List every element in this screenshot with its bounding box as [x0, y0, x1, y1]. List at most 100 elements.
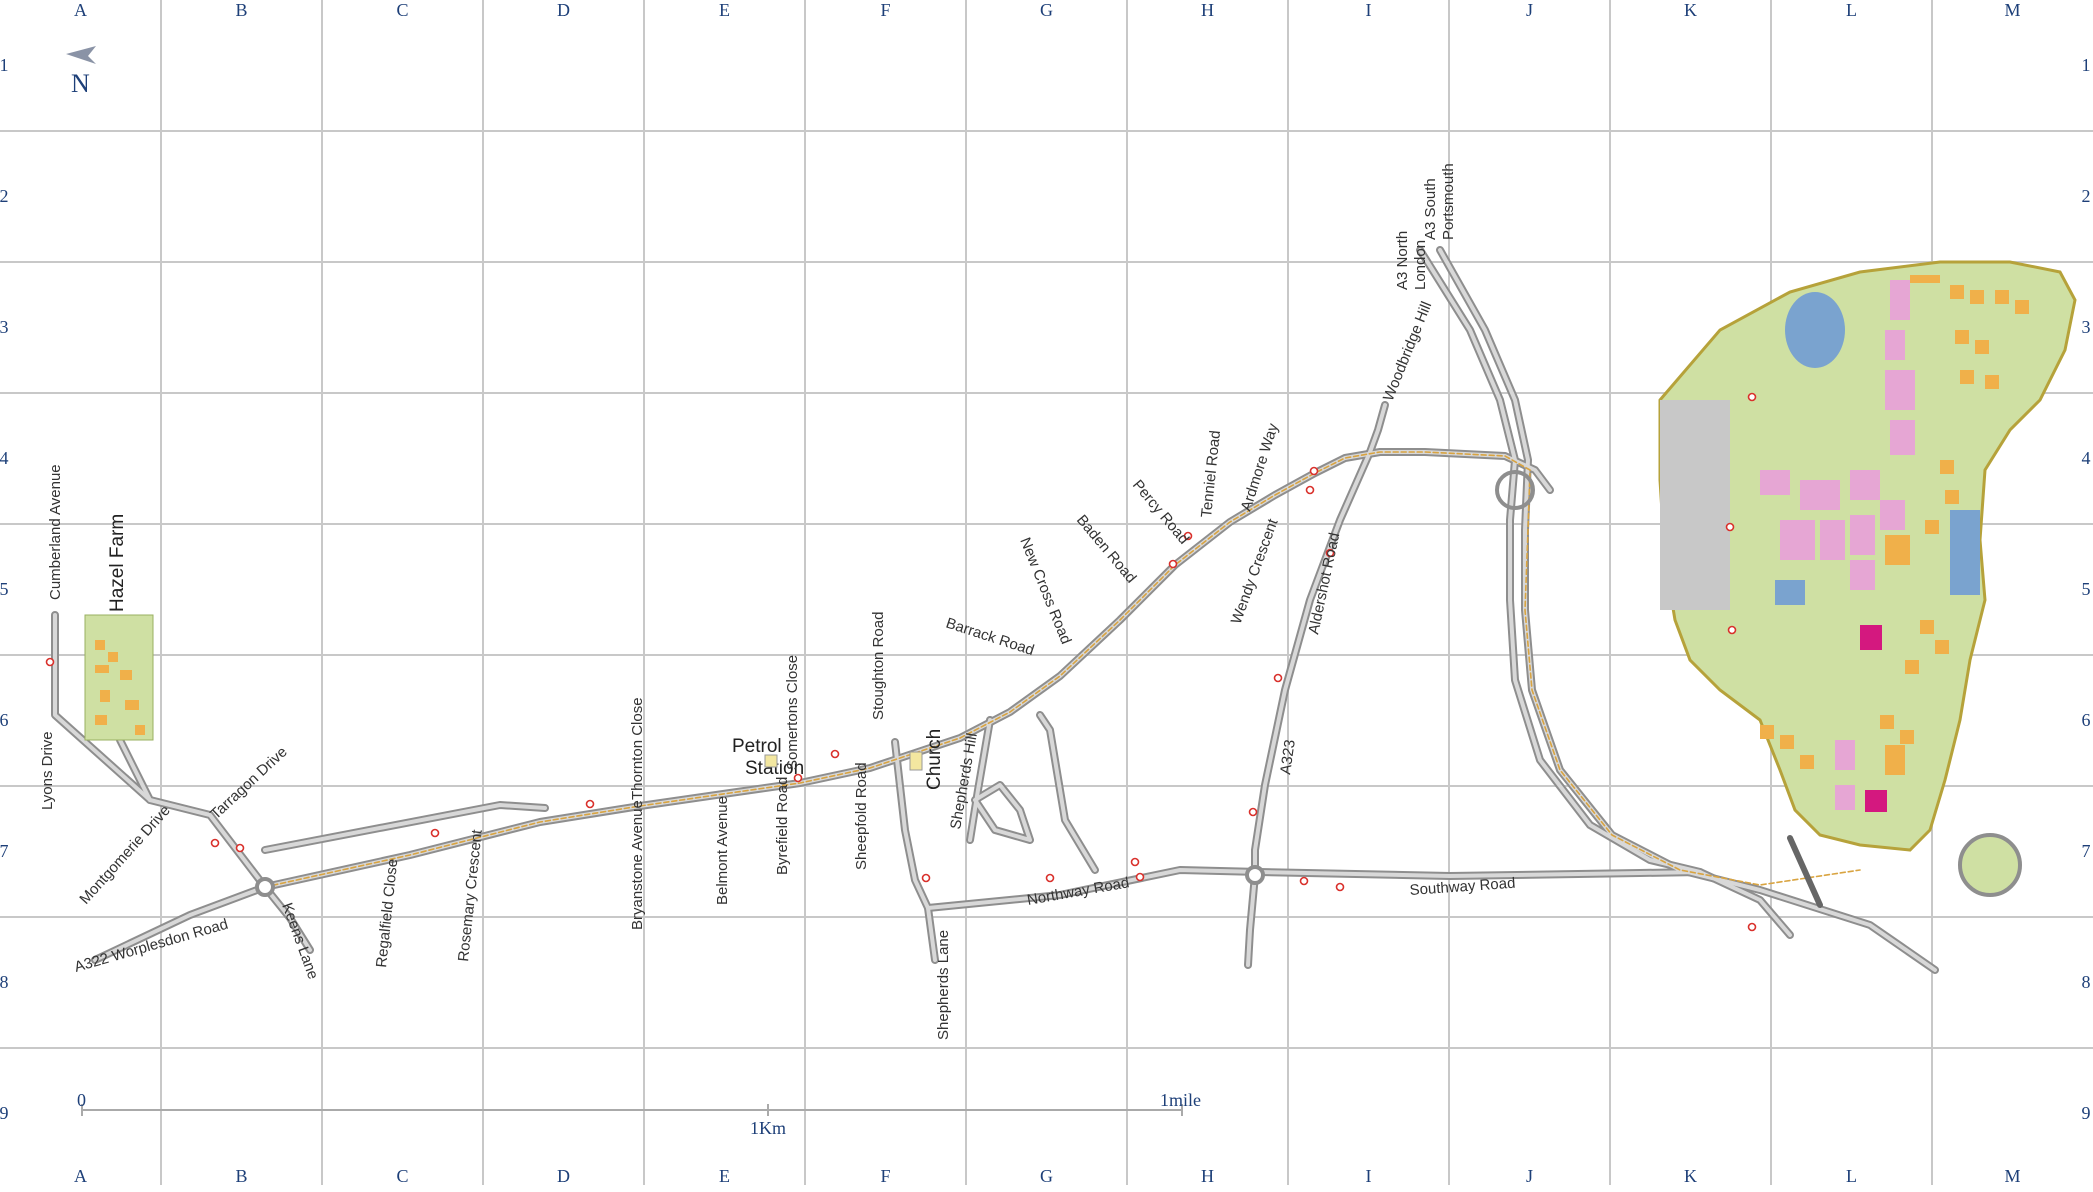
bus-route	[264, 451, 1861, 888]
roundabout	[1958, 833, 2022, 897]
residences	[1760, 275, 2029, 775]
bus-stop-icon[interactable]	[1045, 873, 1055, 883]
grid-label: E	[719, 0, 730, 20]
building	[1760, 470, 1790, 495]
bus-stop-icon[interactable]	[1727, 625, 1737, 635]
grid-label: 5	[0, 579, 9, 599]
grid-label: 6	[0, 710, 9, 730]
grid-label: E	[719, 1166, 730, 1186]
house	[95, 640, 105, 650]
grid-label: D	[557, 0, 570, 20]
grid-label: 8	[0, 972, 9, 992]
campus-boundary	[1658, 260, 2077, 852]
grid-label: J	[1526, 1166, 1533, 1186]
bus-stop-icon[interactable]	[1335, 882, 1345, 892]
grid-label: H	[1201, 0, 1214, 20]
building	[1820, 520, 1845, 560]
grid-label: G	[1040, 1166, 1053, 1186]
grid-label: 7	[0, 841, 9, 861]
grid-label: 1	[0, 55, 9, 75]
building	[1850, 515, 1875, 555]
house	[100, 690, 110, 702]
bus-stops	[45, 392, 1757, 932]
house	[95, 665, 109, 673]
lake	[1785, 292, 1845, 368]
bus-stop-icon[interactable]	[1309, 466, 1319, 476]
grid-label: D	[557, 1166, 570, 1186]
building	[1850, 560, 1875, 590]
grid-label: 9	[0, 1103, 9, 1123]
scale-bar: 0 1Km 1mile	[77, 1090, 1201, 1138]
bus-stop-icon[interactable]	[1725, 522, 1735, 532]
grid-label: A	[74, 1166, 87, 1186]
grid-label: I	[1366, 0, 1372, 20]
grid-label: 8	[2082, 972, 2091, 992]
grid-label: 2	[0, 186, 9, 206]
scale-mile-label: 1mile	[1160, 1090, 1201, 1110]
bus-stop-icon[interactable]	[1130, 857, 1140, 867]
road-label: Lyons Drive	[39, 731, 56, 810]
road-label: Thornton Close	[629, 697, 646, 800]
building	[1885, 370, 1915, 410]
house	[125, 700, 139, 710]
grid-label: F	[880, 0, 890, 20]
building	[1850, 470, 1880, 500]
roundabout	[1495, 470, 1535, 510]
bus-stop-icon[interactable]	[235, 843, 245, 853]
bus-stop-icon[interactable]	[1135, 872, 1145, 882]
place-labels: Hazel Farm Petrol Station Church A3 Nort…	[107, 163, 1457, 790]
grid-label: F	[880, 1166, 890, 1186]
grid-label: A	[74, 0, 87, 20]
grid-label: H	[1201, 1166, 1214, 1186]
bus-stop-icon[interactable]	[921, 873, 931, 883]
north-arrow: N	[66, 46, 96, 98]
bus-stop-icon[interactable]	[1248, 807, 1258, 817]
grid-label: M	[2004, 1166, 2020, 1186]
building	[1880, 500, 1905, 530]
building	[1890, 280, 1910, 320]
bus-stop-icon[interactable]	[585, 799, 595, 809]
building	[1835, 785, 1855, 810]
bus-stop-icon[interactable]	[830, 749, 840, 759]
grid-label: 2	[2082, 186, 2091, 206]
bus-stop-icon[interactable]	[1747, 392, 1757, 402]
bus-stop-icon[interactable]	[1168, 559, 1178, 569]
house	[108, 652, 118, 662]
road-label: Somertons Close	[784, 655, 801, 770]
building	[1865, 790, 1887, 812]
grid-label: M	[2004, 0, 2020, 20]
bus-stop-icon[interactable]	[210, 838, 220, 848]
a3-north-label: London	[1412, 240, 1429, 290]
building	[1775, 580, 1805, 605]
bus-stop-icon[interactable]	[1299, 876, 1309, 886]
bus-stop-icon[interactable]	[1747, 922, 1757, 932]
a3-south-label: A3 South	[1422, 178, 1439, 240]
road-label: Belmont Avenue	[714, 796, 731, 905]
bus-stop-icon[interactable]	[1273, 673, 1283, 683]
church-label: Church	[924, 729, 945, 790]
row-labels-right: 1 2 3 4 5 6 7 8 9	[2082, 55, 2091, 1123]
grid-label: K	[1684, 1166, 1697, 1186]
bus-stop-icon[interactable]	[45, 657, 55, 667]
bus-stop-icon[interactable]	[1183, 531, 1193, 541]
grid-label: 5	[2082, 579, 2091, 599]
road-label: A323	[1277, 738, 1299, 775]
bus-stop-icon[interactable]	[1305, 485, 1315, 495]
bus-stop-icon[interactable]	[1325, 548, 1335, 558]
grid-label: G	[1040, 0, 1053, 20]
hazel-farm-label: Hazel Farm	[107, 514, 128, 612]
grid-label: 4	[2082, 448, 2091, 468]
building	[1835, 740, 1855, 770]
roundabout	[255, 877, 275, 897]
north-label: N	[71, 69, 90, 98]
road-label: Stoughton Road	[870, 612, 887, 720]
bus-stop-icon[interactable]	[430, 828, 440, 838]
grid-label: C	[396, 0, 408, 20]
road-label: Cumberland Avenue	[47, 464, 64, 600]
grid-label: 7	[2082, 841, 2091, 861]
bus-stop-icon[interactable]	[793, 773, 803, 783]
grid-label: K	[1684, 0, 1697, 20]
house	[95, 715, 107, 725]
